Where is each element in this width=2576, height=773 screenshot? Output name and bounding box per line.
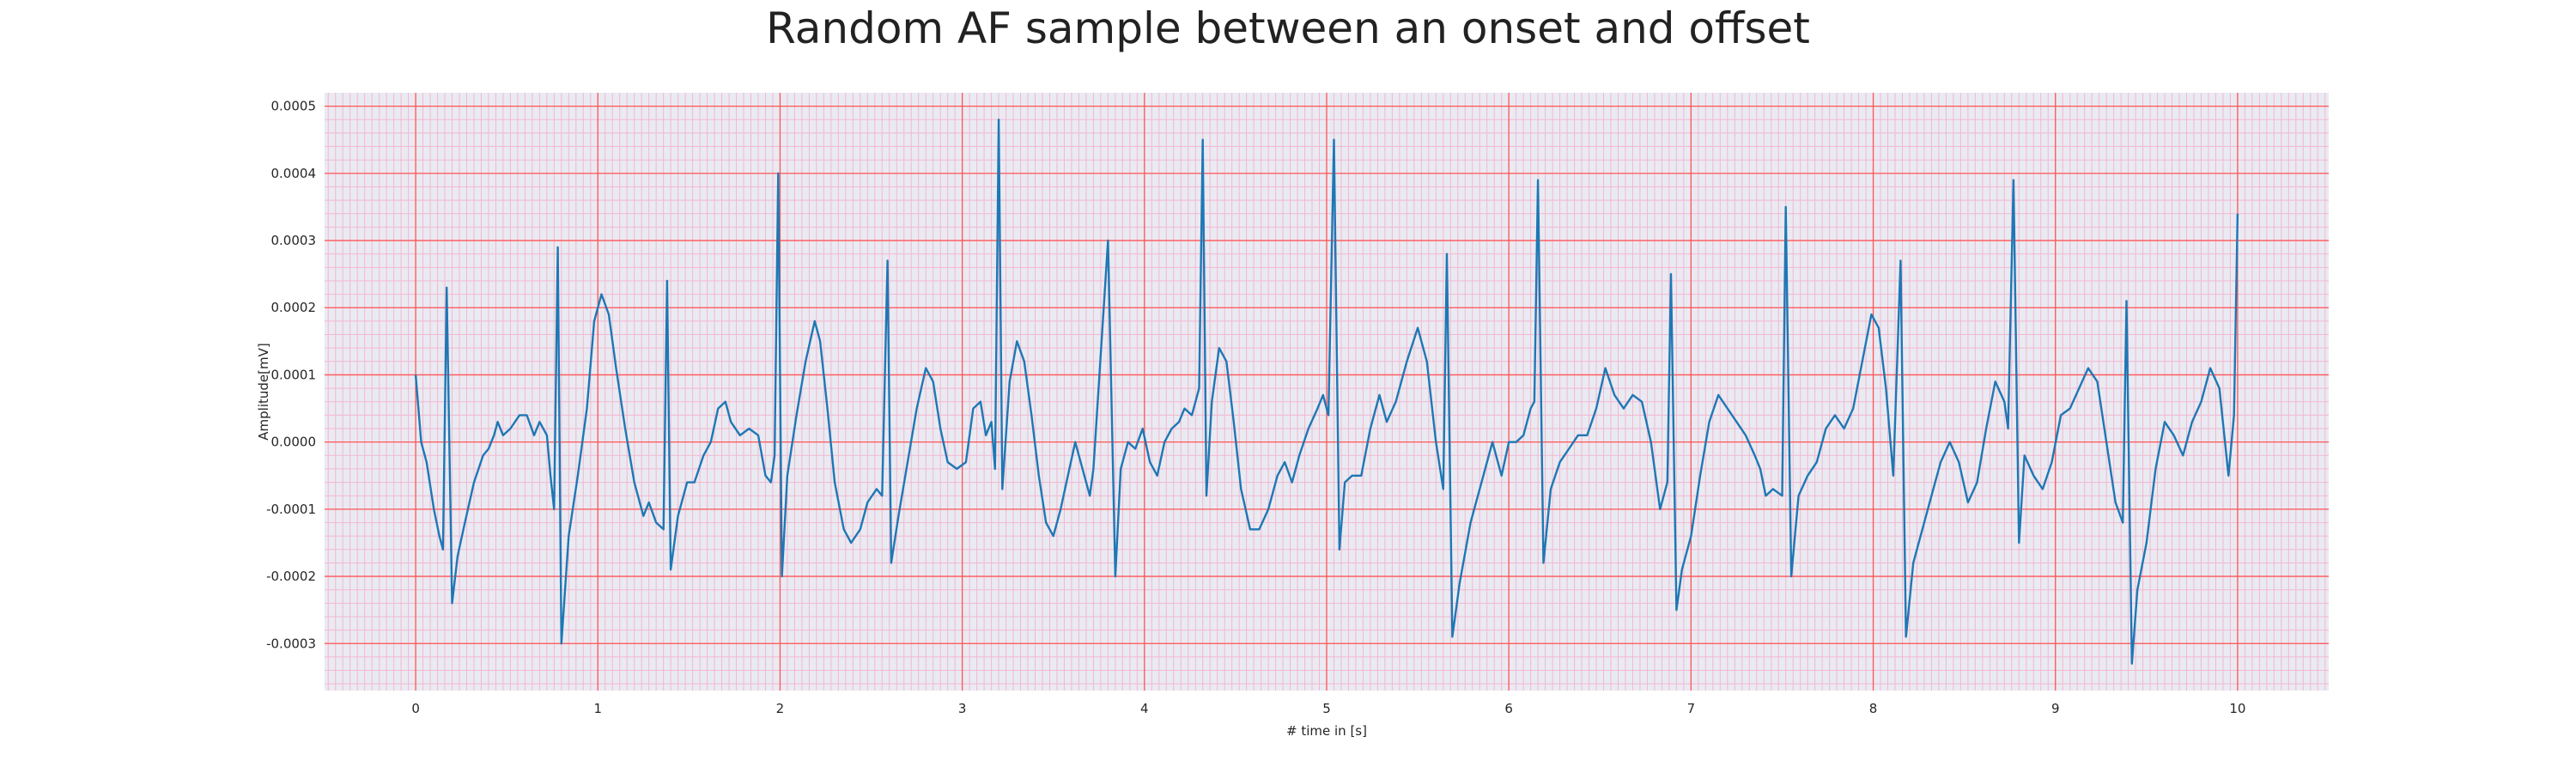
y-tick-label: 0.0003 [271, 233, 317, 248]
y-tick-label: 0.0002 [271, 300, 317, 315]
y-tick-label: -0.0003 [266, 636, 316, 651]
major-grid [325, 93, 2329, 691]
x-tick-label: 0 [411, 701, 420, 716]
x-tick-label: 1 [593, 701, 602, 716]
x-tick-label: 4 [1140, 701, 1149, 716]
y-tick-label: 0.0000 [271, 435, 317, 450]
x-tick-label: 10 [2229, 701, 2245, 716]
ecg-series-line [414, 119, 2239, 665]
x-axis-label: # time in [s] [1286, 723, 1367, 739]
x-tick-label: 7 [1687, 701, 1696, 716]
y-axis-label: Amplitude[mV] [256, 343, 271, 440]
x-tick-label: 9 [2051, 701, 2060, 716]
y-tick-label: -0.0001 [266, 502, 316, 517]
y-tick-label: -0.0002 [266, 569, 316, 584]
x-axis-ticks: 0 1 2 3 4 5 6 7 8 9 10 [411, 701, 2245, 716]
x-tick-label: 3 [958, 701, 967, 716]
y-tick-label: 0.0001 [271, 367, 317, 382]
x-tick-label: 8 [1869, 701, 1878, 716]
y-tick-label: 0.0004 [271, 166, 317, 181]
y-tick-label: 0.0005 [271, 99, 317, 114]
x-tick-label: 6 [1504, 701, 1513, 716]
x-tick-label: 5 [1322, 701, 1331, 716]
chart-title: Random AF sample between an onset and of… [766, 3, 1810, 53]
y-axis-ticks: -0.0003 -0.0002 -0.0001 0.0000 0.0001 0.0002 0… [266, 99, 316, 652]
x-tick-label: 2 [776, 701, 785, 716]
